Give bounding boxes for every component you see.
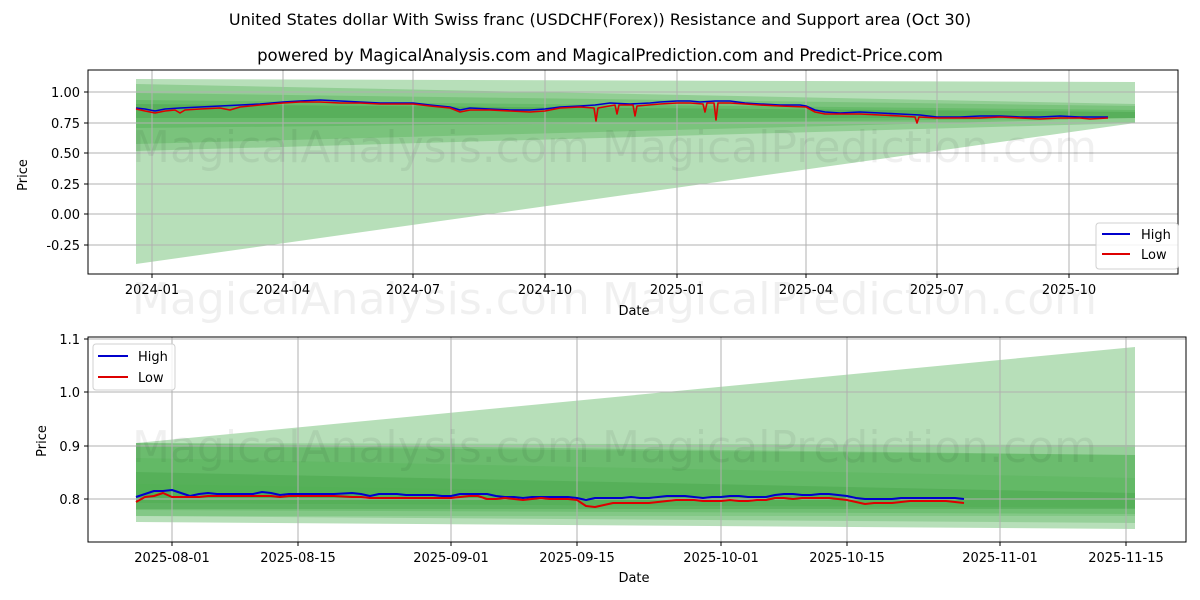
top-grid xyxy=(88,70,1178,274)
top-xaxis-label: Date xyxy=(618,304,649,319)
bottom-plot-frame xyxy=(87,336,1187,543)
bottom-xaxis-label: Date xyxy=(618,571,649,586)
bottom-xtick-2025-10-01: 2025-10-01 xyxy=(683,551,759,566)
bottom-yaxis-label: Price xyxy=(35,425,50,457)
bottom-xtick-2025-10-15: 2025-10-15 xyxy=(809,551,885,566)
top-ytick-0.75: 0.75 xyxy=(51,117,80,132)
top-legend: High Low xyxy=(1095,222,1179,270)
bottom-ytick-0.8: 0.8 xyxy=(59,493,80,508)
top-ytick-1.00: 1.00 xyxy=(51,86,80,101)
bottom-ytick-1.1: 1.1 xyxy=(59,333,80,348)
watermark-magicalanalysis: MagicalAnalysis.com xyxy=(132,122,590,173)
bottom-ytick-1.0: 1.0 xyxy=(59,386,80,401)
legend-low-label-bottom: Low xyxy=(138,371,164,386)
top-xtick-2024-07: 2024-07 xyxy=(386,283,440,298)
top-xtick-2025-10: 2025-10 xyxy=(1042,283,1096,298)
legend-high-label: High xyxy=(1141,228,1171,243)
bottom-xtick-2025-09-15: 2025-09-15 xyxy=(539,551,615,566)
bottom-chart: MagicalAnalysis.com MagicalPrediction.co… xyxy=(35,333,1187,586)
bottom-grid xyxy=(88,337,1186,542)
top-xtick-2024-10: 2024-10 xyxy=(518,283,572,298)
top-high-line xyxy=(135,99,1108,118)
top-xtick-2024-01: 2024-01 xyxy=(125,283,179,298)
top-xtick-2025-01: 2025-01 xyxy=(650,283,704,298)
watermark-magicalprediction: MagicalPrediction.com xyxy=(602,122,1097,173)
chart-title: United States dollar With Swiss franc (U… xyxy=(228,10,972,29)
top-chart: MagicalAnalysis.com MagicalPrediction.co… xyxy=(16,69,1179,325)
bottom-xtick-2025-11-15: 2025-11-15 xyxy=(1088,551,1164,566)
chart-subtitle: powered by MagicalAnalysis.com and Magic… xyxy=(257,46,943,65)
watermark-magicalprediction-2: MagicalPrediction.com xyxy=(602,274,1097,325)
bottom-xtick-2025-09-01: 2025-09-01 xyxy=(413,551,489,566)
top-xtick-2025-04: 2025-04 xyxy=(779,283,833,298)
bottom-xtick-2025-08-15: 2025-08-15 xyxy=(260,551,336,566)
top-ytick-neg0.25: -0.25 xyxy=(46,239,80,254)
bottom-high-line xyxy=(135,489,965,501)
top-ytick-0.25: 0.25 xyxy=(51,178,80,193)
watermark-magicalanalysis-2: MagicalAnalysis.com xyxy=(132,274,590,325)
top-xtick-2024-04: 2024-04 xyxy=(256,283,310,298)
top-yaxis-label: Price xyxy=(16,159,31,191)
top-ytick-0.00: 0.00 xyxy=(51,208,80,223)
watermark-magicalprediction-3: MagicalPrediction.com xyxy=(602,422,1097,473)
bottom-xtick-2025-11-01: 2025-11-01 xyxy=(962,551,1038,566)
top-support-resistance-bands xyxy=(136,79,1135,264)
bottom-low-line xyxy=(135,492,965,508)
bottom-xtick-2025-08-01: 2025-08-01 xyxy=(134,551,210,566)
top-low-line xyxy=(135,101,1109,124)
bottom-ytick-0.9: 0.9 xyxy=(59,440,80,455)
top-xtick-2025-07: 2025-07 xyxy=(910,283,964,298)
top-plot-frame xyxy=(87,69,1179,275)
legend-high-label-bottom: High xyxy=(138,350,168,365)
bottom-legend: High Low xyxy=(92,343,176,391)
watermark-magicalanalysis-3: MagicalAnalysis.com xyxy=(132,422,590,473)
top-ytick-0.50: 0.50 xyxy=(51,147,80,162)
legend-low-label: Low xyxy=(1141,248,1167,263)
